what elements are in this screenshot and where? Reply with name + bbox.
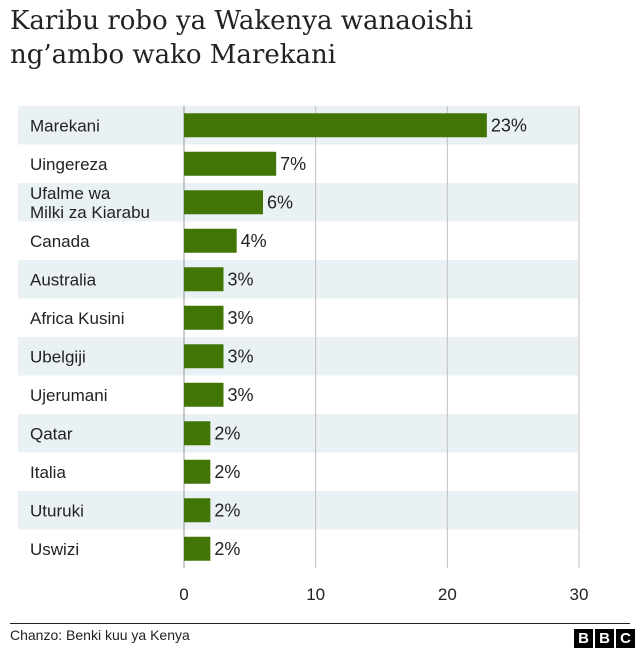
category-label-line: Uturuki — [30, 501, 84, 520]
category-label: Uswizi — [30, 540, 79, 559]
category-label-line: Ujerumani — [30, 386, 107, 405]
category-label: Italia — [30, 463, 66, 482]
category-label: Qatar — [30, 424, 73, 443]
category-label: Uturuki — [30, 501, 84, 520]
value-label: 2% — [214, 539, 240, 559]
value-label: 3% — [228, 346, 254, 366]
bar — [184, 498, 211, 523]
category-label-line: Marekani — [30, 116, 100, 135]
x-tick-label: 0 — [179, 585, 188, 604]
value-label: 6% — [267, 192, 293, 212]
bar — [184, 421, 211, 446]
row-stripe — [18, 183, 578, 222]
category-label: Marekani — [30, 116, 100, 135]
category-label: Uingereza — [30, 155, 108, 174]
bar — [184, 536, 211, 561]
category-label-line: Qatar — [30, 424, 73, 443]
category-label: Ufalme wa Milki za Kiarabu — [30, 184, 150, 222]
category-label-line: Uingereza — [30, 155, 108, 174]
x-tick-label: 30 — [570, 585, 589, 604]
chart-title-line-2: ng’ambo wako Marekani — [10, 40, 337, 70]
chart-title: Karibu robo ya Wakenya wanaoishi ng’ambo… — [10, 4, 630, 72]
bar — [184, 382, 224, 407]
value-label: 2% — [214, 500, 240, 520]
value-label: 4% — [241, 231, 267, 251]
value-label: 23% — [491, 115, 527, 135]
value-label: 3% — [228, 385, 254, 405]
bar — [184, 113, 487, 138]
category-label-line: Ubelgiji — [30, 347, 86, 366]
row-stripe — [18, 414, 578, 453]
footer-divider — [10, 623, 630, 624]
category-label-line: Milki za Kiarabu — [30, 203, 150, 222]
category-label-line: Canada — [30, 232, 90, 251]
bar — [184, 305, 224, 330]
value-label: 2% — [214, 462, 240, 482]
category-label: Ujerumani — [30, 386, 107, 405]
row-stripe — [18, 337, 578, 376]
category-label: Africa Kusini — [30, 309, 124, 328]
category-label-line: Ufalme wa — [30, 184, 111, 203]
bar — [184, 267, 224, 292]
x-tick-label: 10 — [306, 585, 325, 604]
category-label: Canada — [30, 232, 90, 251]
category-label: Australia — [30, 270, 97, 289]
category-label-line: Africa Kusini — [30, 309, 124, 328]
source-note: Chanzo: Benki kuu ya Kenya — [10, 627, 190, 643]
category-label-line: Italia — [30, 463, 66, 482]
bar — [184, 190, 263, 215]
value-label: 2% — [214, 423, 240, 443]
bbc-logo: B B C — [574, 629, 635, 648]
bar-chart: Marekani 23% Uingereza 7% Ufalme wa Milki za … — [18, 106, 589, 604]
value-label: 3% — [228, 269, 254, 289]
bar — [184, 344, 224, 369]
category-label: Ubelgiji — [30, 347, 86, 366]
bar — [184, 228, 237, 253]
category-label-line: Uswizi — [30, 540, 79, 559]
bbc-logo-letter-b1: B — [574, 629, 593, 648]
x-tick-label: 20 — [438, 585, 457, 604]
bbc-logo-letter-b2: B — [595, 629, 614, 648]
chart-title-line-1: Karibu robo ya Wakenya wanaoishi — [10, 6, 474, 36]
category-label-line: Australia — [30, 270, 97, 289]
row-stripe — [18, 260, 578, 299]
row-stripe — [18, 491, 578, 530]
bar — [184, 459, 211, 484]
bbc-logo-letter-c: C — [616, 629, 635, 648]
value-label: 3% — [228, 308, 254, 328]
value-label: 7% — [280, 154, 306, 174]
bar — [184, 151, 277, 176]
